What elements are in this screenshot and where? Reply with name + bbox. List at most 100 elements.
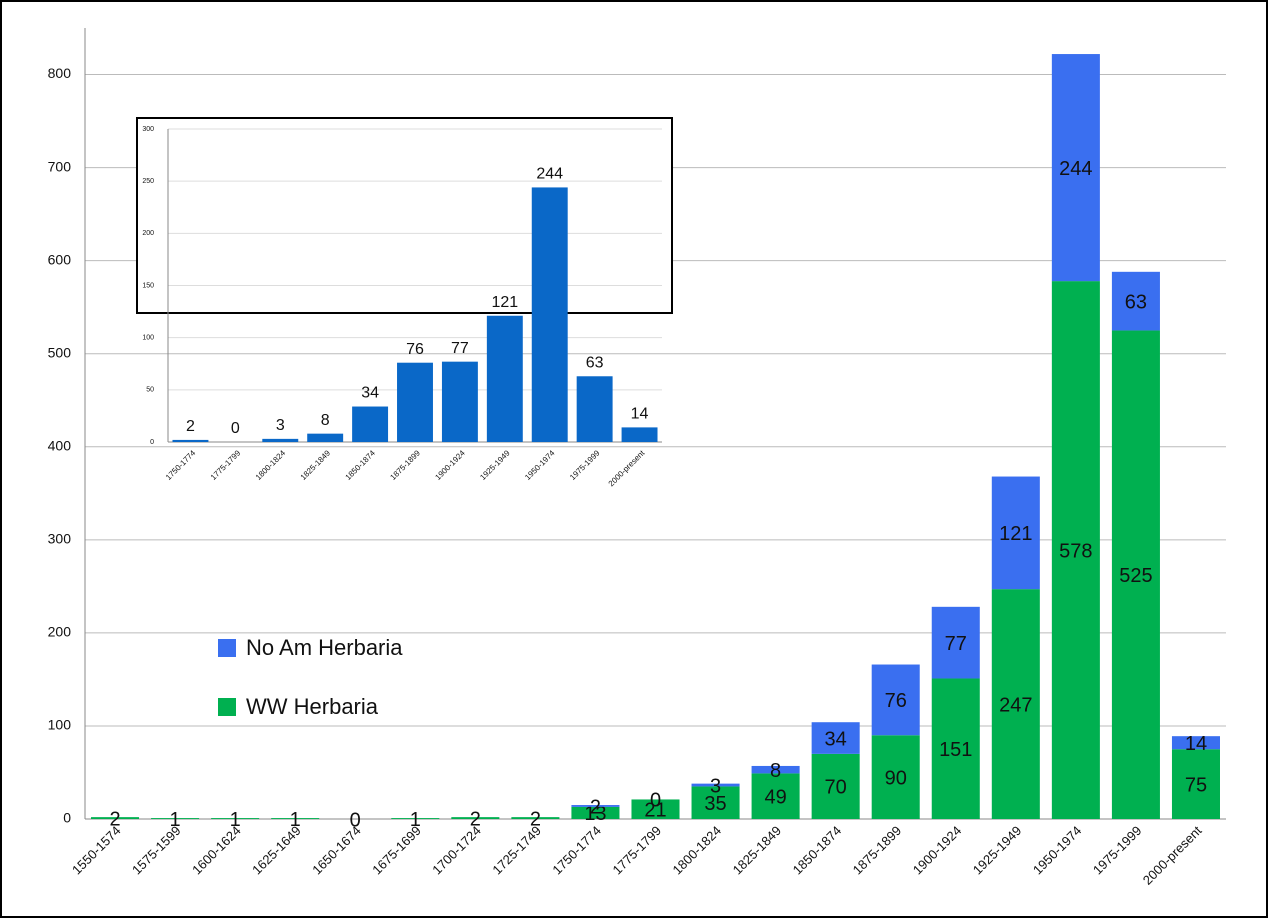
bar-segment <box>511 817 560 819</box>
bar-segment <box>931 606 980 679</box>
y-tick-label: 700 <box>48 158 72 174</box>
data-label: 2 <box>590 796 601 818</box>
data-label: 2 <box>109 808 120 830</box>
data-label: 3 <box>276 417 285 434</box>
data-label: 90 <box>885 767 907 789</box>
y-tick-label: 600 <box>48 251 72 267</box>
bar-segment <box>1051 54 1100 282</box>
data-label: 76 <box>406 341 424 358</box>
y-tick-label: 500 <box>48 344 72 360</box>
data-label: 77 <box>451 340 469 357</box>
data-label: 0 <box>350 809 361 831</box>
bar <box>621 427 658 442</box>
bar <box>352 406 389 442</box>
bar-segment <box>451 817 500 819</box>
data-label: 2 <box>530 808 541 830</box>
data-label: 77 <box>945 633 967 655</box>
bar-segment <box>991 589 1040 819</box>
data-label: 1 <box>290 809 301 831</box>
bar-segment <box>391 818 440 819</box>
bar-segment <box>571 806 620 819</box>
bar-segment <box>1111 330 1160 819</box>
y-tick-label: 100 <box>142 335 154 342</box>
data-label: 578 <box>1059 540 1092 562</box>
data-label: 1 <box>170 809 181 831</box>
y-tick-label: 150 <box>142 282 154 289</box>
legend-label: WW Herbaria <box>246 694 379 719</box>
bar-segment <box>631 799 680 819</box>
bar-segment <box>271 818 320 819</box>
data-label: 34 <box>825 728 847 750</box>
bar-segment <box>751 765 800 774</box>
y-tick-label: 100 <box>48 717 72 733</box>
bar-segment <box>151 818 200 819</box>
data-label: 247 <box>999 694 1032 716</box>
data-label: 244 <box>536 166 563 183</box>
data-label: 63 <box>586 354 604 371</box>
data-label: 2 <box>186 418 195 435</box>
bar-segment <box>1171 749 1220 819</box>
bar <box>576 376 613 442</box>
y-tick-label: 200 <box>48 624 72 640</box>
data-label: 2 <box>470 808 481 830</box>
bar-segment <box>691 786 740 819</box>
bar <box>262 438 299 442</box>
data-label: 75 <box>1185 774 1207 796</box>
y-tick-label: 0 <box>63 810 71 826</box>
bar-segment <box>91 817 140 819</box>
data-label: 8 <box>770 760 781 782</box>
y-tick-label: 400 <box>48 437 72 453</box>
bar-segment <box>1051 281 1100 819</box>
data-label: 34 <box>361 385 379 402</box>
data-label: 1 <box>230 809 241 831</box>
y-tick-label: 300 <box>142 126 154 133</box>
data-label: 0 <box>650 790 661 812</box>
data-label: 3 <box>710 775 721 797</box>
data-label: 13 <box>584 803 606 825</box>
y-tick-label: 200 <box>142 230 154 237</box>
y-tick-label: 0 <box>150 439 154 446</box>
data-label: 121 <box>999 523 1032 545</box>
bar-segment <box>211 818 260 819</box>
data-label: 70 <box>825 777 847 799</box>
bar <box>397 362 433 442</box>
data-label: 21 <box>644 800 666 822</box>
data-label: 1 <box>410 809 421 831</box>
data-label: 35 <box>704 793 726 815</box>
data-label: 121 <box>491 294 518 311</box>
y-tick-label: 50 <box>146 387 154 394</box>
bar-segment <box>871 664 920 736</box>
bar <box>307 433 344 442</box>
bar-segment <box>931 678 980 819</box>
bar-segment <box>751 773 800 819</box>
legend-label: No Am Herbaria <box>246 635 403 660</box>
data-label: 8 <box>321 412 330 429</box>
bar-segment <box>1171 736 1220 750</box>
data-label: 0 <box>231 420 240 437</box>
bar-segment <box>691 783 740 787</box>
y-tick-label: 300 <box>48 531 72 547</box>
bar <box>172 439 209 442</box>
bar-segment <box>571 805 620 807</box>
data-label: 63 <box>1125 291 1147 313</box>
data-label: 244 <box>1059 158 1092 180</box>
inset-frame <box>136 117 673 314</box>
data-label: 525 <box>1119 565 1152 587</box>
bar-segment <box>991 476 1040 590</box>
y-tick-label: 800 <box>48 65 72 81</box>
data-label: 151 <box>939 739 972 761</box>
bar-segment <box>811 753 860 819</box>
data-label: 14 <box>631 406 649 423</box>
data-label: 49 <box>764 786 786 808</box>
bar <box>441 361 478 442</box>
data-label: 14 <box>1185 733 1207 755</box>
bar <box>531 187 568 442</box>
bar-segment <box>1111 271 1160 331</box>
bar <box>486 315 523 442</box>
legend-swatch <box>218 639 236 657</box>
data-label: 76 <box>885 690 907 712</box>
legend-swatch <box>218 698 236 716</box>
bar-segment <box>811 722 860 754</box>
bar-segment <box>871 735 920 819</box>
